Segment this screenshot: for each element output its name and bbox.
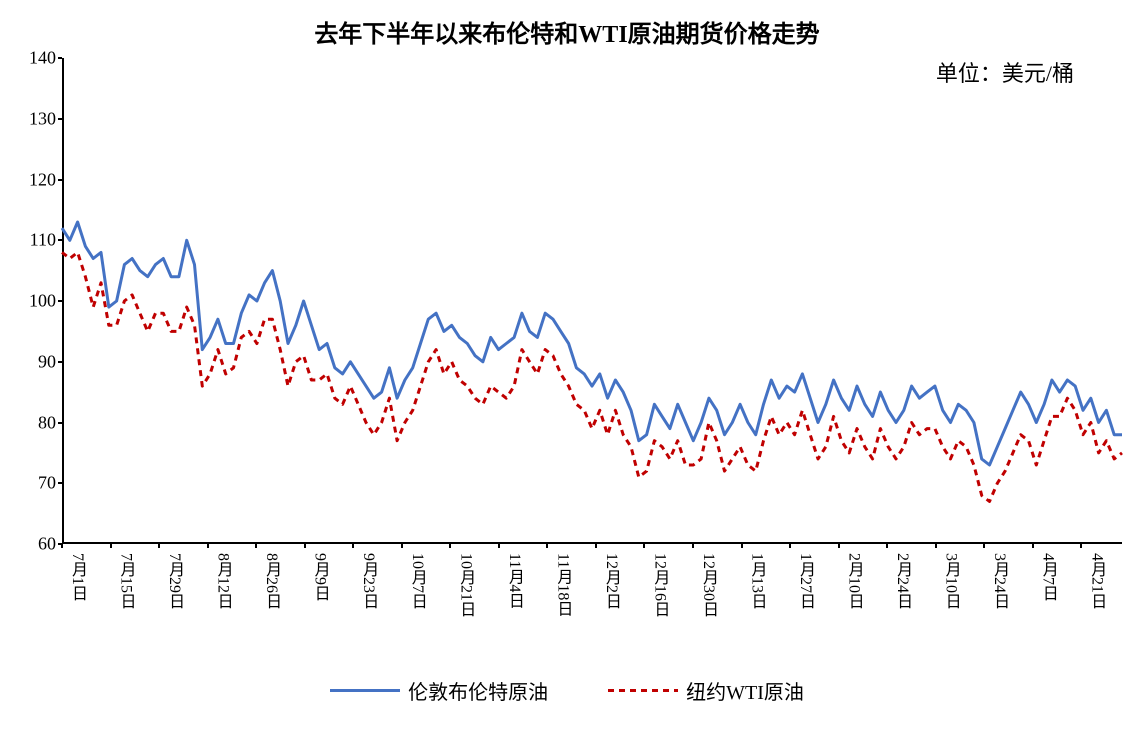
x-tick-label: 8月12日 <box>211 553 235 609</box>
x-tick <box>110 544 112 548</box>
line-wti <box>62 252 1122 501</box>
x-tick-label: 2月24日 <box>890 553 914 609</box>
y-tick-label: 90 <box>6 351 56 372</box>
legend-swatch-brent <box>330 689 400 692</box>
y-tick-label: 120 <box>6 169 56 190</box>
x-tick <box>935 544 937 548</box>
x-tick-label: 9月9日 <box>308 553 332 601</box>
chart-title: 去年下半年以来布伦特和WTI原油期货价格走势 <box>0 14 1134 49</box>
x-tick <box>352 544 354 548</box>
x-tick-label: 7月15日 <box>114 553 138 609</box>
x-tick-label: 1月13日 <box>745 553 769 609</box>
x-tick <box>1080 544 1082 548</box>
x-tick-label: 8月26日 <box>259 553 283 609</box>
x-tick-label: 10月21日 <box>453 553 477 617</box>
x-tick <box>304 544 306 548</box>
x-tick <box>449 544 451 548</box>
x-tick-label: 11月4日 <box>502 553 526 608</box>
line-series-layer <box>62 58 1122 544</box>
x-tick <box>401 544 403 548</box>
x-tick-label: 7月29日 <box>162 553 186 609</box>
x-tick <box>158 544 160 548</box>
x-tick-label: 12月30日 <box>696 553 720 617</box>
x-tick-label: 4月7日 <box>1036 553 1060 601</box>
x-tick-label: 12月16日 <box>647 553 671 617</box>
line-brent <box>62 222 1122 465</box>
x-tick-label: 12月2日 <box>599 553 623 609</box>
x-tick-label: 11月18日 <box>550 553 574 616</box>
x-tick-label: 9月23日 <box>356 553 380 609</box>
y-tick-label: 140 <box>6 48 56 69</box>
x-tick-label: 3月24日 <box>987 553 1011 609</box>
legend: 伦敦布伦特原油 纽约WTI原油 <box>0 676 1134 705</box>
x-tick <box>692 544 694 548</box>
x-tick <box>838 544 840 548</box>
x-tick-label: 7月1日 <box>65 553 89 601</box>
legend-item-brent: 伦敦布伦特原油 <box>330 676 548 705</box>
x-tick <box>61 544 63 548</box>
x-tick-label: 4月21日 <box>1084 553 1108 609</box>
legend-label-brent: 伦敦布伦特原油 <box>408 676 548 705</box>
y-tick-label: 70 <box>6 473 56 494</box>
legend-label-wti: 纽约WTI原油 <box>686 676 804 705</box>
x-tick-label: 1月27日 <box>793 553 817 609</box>
x-tick-label: 10月7日 <box>405 553 429 609</box>
x-tick <box>595 544 597 548</box>
x-tick <box>255 544 257 548</box>
y-tick-label: 130 <box>6 108 56 129</box>
legend-item-wti: 纽约WTI原油 <box>608 676 804 705</box>
x-tick <box>741 544 743 548</box>
legend-swatch-wti <box>608 689 678 692</box>
y-tick-label: 80 <box>6 412 56 433</box>
x-tick <box>643 544 645 548</box>
x-tick <box>886 544 888 548</box>
x-tick <box>789 544 791 548</box>
x-tick <box>546 544 548 548</box>
oil-price-chart: 去年下半年以来布伦特和WTI原油期货价格走势 单位：美元/桶 607080901… <box>0 0 1134 729</box>
y-tick-label: 110 <box>6 230 56 251</box>
x-tick <box>207 544 209 548</box>
x-tick-label: 3月10日 <box>939 553 963 609</box>
x-tick <box>983 544 985 548</box>
x-tick <box>1032 544 1034 548</box>
x-tick-label: 2月10日 <box>842 553 866 609</box>
y-tick-label: 60 <box>6 534 56 555</box>
x-tick <box>498 544 500 548</box>
y-tick-label: 100 <box>6 291 56 312</box>
